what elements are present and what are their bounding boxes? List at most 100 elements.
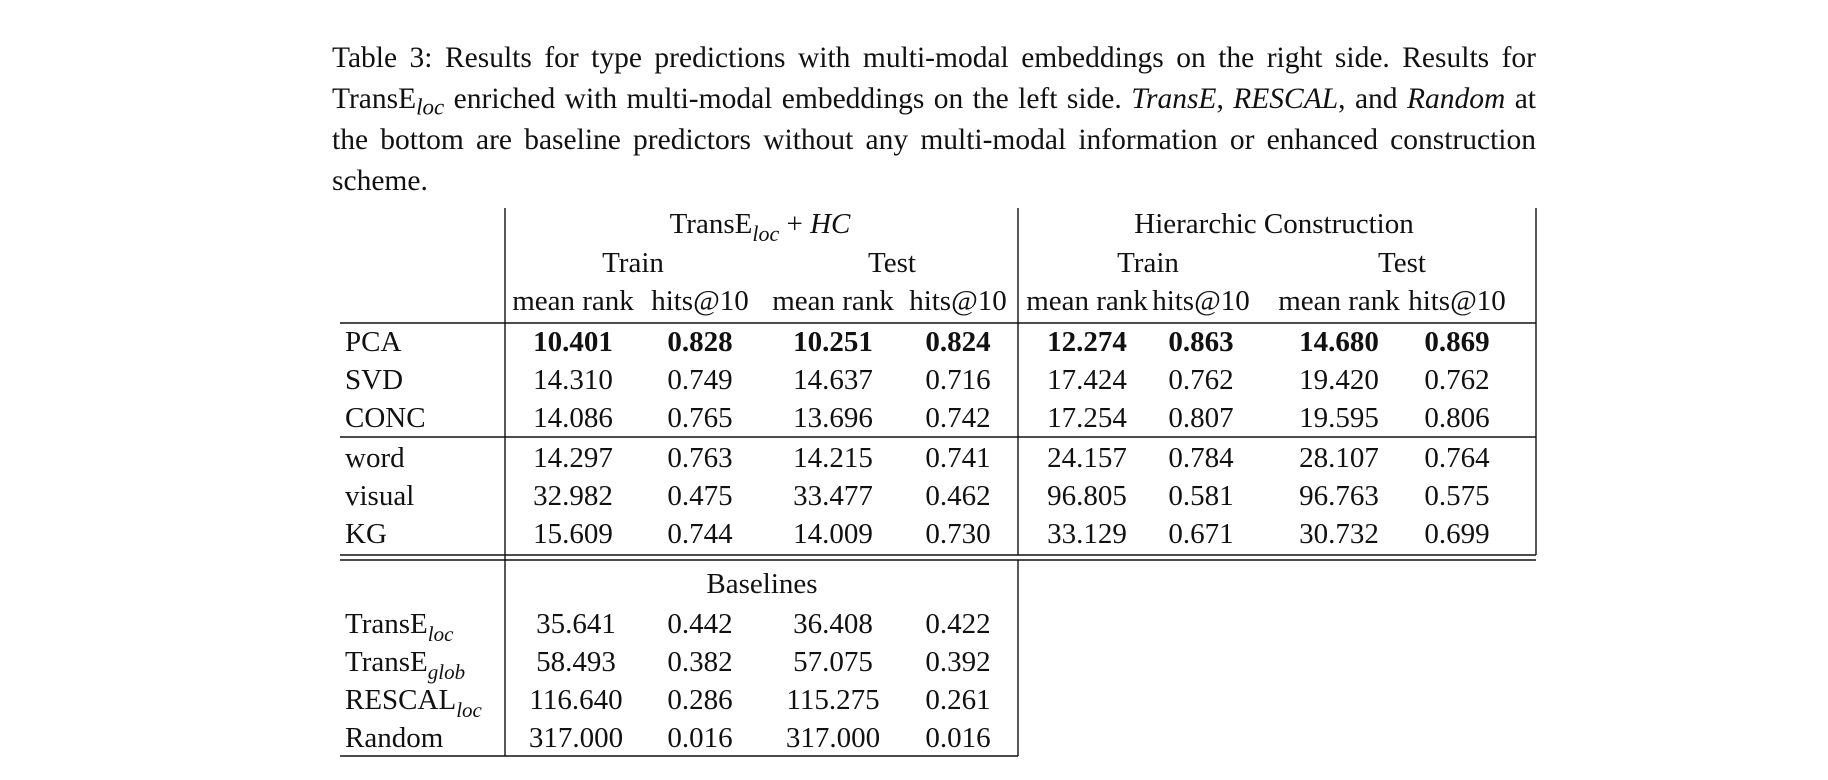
table-cell: 32.982 <box>533 480 613 512</box>
table-cell: 0.806 <box>1424 402 1489 434</box>
baseline-label-base: TransE <box>345 608 428 640</box>
baseline-label-subscript: loc <box>428 622 454 646</box>
column-header-mean-rank: mean rank <box>1026 285 1148 317</box>
row-label-conc: CONC <box>345 402 426 434</box>
row-label-pca: PCA <box>345 326 401 358</box>
baseline-label-base: TransE <box>345 646 428 678</box>
table-cell: 0.730 <box>925 518 990 550</box>
baseline-cell: 35.641 <box>536 608 616 640</box>
baseline-cell: 0.442 <box>667 608 732 640</box>
table-cell: 17.424 <box>1047 364 1127 396</box>
table-cell: 0.863 <box>1168 326 1233 358</box>
table-cell: 96.805 <box>1047 480 1127 512</box>
table-cell: 15.609 <box>533 518 613 550</box>
column-header-mean-rank: mean rank <box>772 285 894 317</box>
table-cell: 0.749 <box>667 364 732 396</box>
caption-suffix: at the bottom are baseline predictors wi… <box>332 83 1537 197</box>
group-header-hc: HC <box>809 208 851 240</box>
table-cell: 33.129 <box>1047 518 1127 550</box>
baselines-title: Baselines <box>706 568 817 600</box>
table-caption: Table 3: Results for type predictions wi… <box>332 38 1536 202</box>
baseline-label-base: Random <box>345 722 444 754</box>
caption-middle: enriched with multi-modal embeddings on … <box>444 83 1132 115</box>
baseline-row-label: TransEloc <box>345 608 454 646</box>
table-cell: 0.742 <box>925 402 990 434</box>
baseline-label-base: RESCAL <box>345 684 456 716</box>
table-cell: 10.401 <box>533 326 613 358</box>
subgroup-header-train: Train <box>1117 247 1179 279</box>
baseline-cell: 0.261 <box>925 684 990 716</box>
table-cell: 14.297 <box>533 442 613 474</box>
caption-prefix-subscript: loc <box>416 93 445 120</box>
table-cell: 0.869 <box>1424 326 1489 358</box>
table-cell: 0.671 <box>1168 518 1233 550</box>
table-cell: 28.107 <box>1299 442 1379 474</box>
baseline-cell: 0.286 <box>667 684 732 716</box>
table-cell: 14.009 <box>793 518 873 550</box>
column-header-mean-rank: mean rank <box>512 285 634 317</box>
row-label-kg: KG <box>345 518 387 550</box>
row-label-visual: visual <box>345 480 414 512</box>
caption-emphasis-transe: TransE <box>1131 83 1217 115</box>
column-header-hits-10: hits@10 <box>1408 285 1506 317</box>
table-rules <box>340 208 1537 757</box>
table-cell: 19.595 <box>1299 402 1379 434</box>
table-cell: 17.254 <box>1047 402 1127 434</box>
table-header: TransEloc + HC Hierarchic Construction <box>670 208 1415 246</box>
baseline-cell: 0.392 <box>925 646 990 678</box>
baseline-cell: 0.382 <box>667 646 732 678</box>
table-cell: 13.696 <box>793 402 873 434</box>
baseline-cell: 0.422 <box>925 608 990 640</box>
table-cell: 14.310 <box>533 364 613 396</box>
table-cell: 0.828 <box>667 326 732 358</box>
caption-emphasis-random: Random <box>1406 83 1506 115</box>
baseline-cell: 115.275 <box>786 684 879 716</box>
table-cell: 0.741 <box>925 442 990 474</box>
table-cell: 0.575 <box>1424 480 1489 512</box>
column-header-mean-rank: mean rank <box>1278 285 1400 317</box>
baseline-cell: 0.016 <box>667 722 732 754</box>
table-cell: 0.581 <box>1168 480 1233 512</box>
caption-separator: , <box>1216 83 1234 115</box>
table-cell: 10.251 <box>793 326 873 358</box>
baseline-cell: 36.408 <box>793 608 873 640</box>
table-cell: 19.420 <box>1299 364 1379 396</box>
table-cell: 0.716 <box>925 364 990 396</box>
table-cell: 0.784 <box>1168 442 1234 474</box>
row-label-word: word <box>345 442 405 474</box>
subgroup-header-train: Train <box>602 247 664 279</box>
table-cell: 0.699 <box>1424 518 1489 550</box>
baseline-cell: 0.016 <box>925 722 990 754</box>
group-header-plus: + <box>779 208 810 240</box>
subgroup-header-test: Test <box>868 247 916 279</box>
baseline-cell: 57.075 <box>793 646 873 678</box>
column-header-hits-10: hits@10 <box>651 285 749 317</box>
group-header-subscript: loc <box>752 221 779 246</box>
group-header-base: TransE <box>670 208 753 240</box>
table-cell: 30.732 <box>1299 518 1379 550</box>
table-cell: 0.824 <box>925 326 990 358</box>
caption-emphasis-rescal: RESCAL <box>1233 83 1339 115</box>
caption-separator: , and <box>1338 83 1407 115</box>
table-cell: 0.744 <box>667 518 733 550</box>
table-cell: 14.680 <box>1299 326 1379 358</box>
baseline-cell: 317.000 <box>786 722 880 754</box>
table-cell: 0.462 <box>925 480 990 512</box>
table-cell: 0.475 <box>667 480 732 512</box>
baseline-cell: 317.000 <box>529 722 623 754</box>
table-cell: 33.477 <box>793 480 873 512</box>
table-cell: 0.807 <box>1168 402 1233 434</box>
table-cell: 14.637 <box>793 364 873 396</box>
baseline-row-label: RESCALloc <box>345 684 483 722</box>
table-cell: 0.765 <box>667 402 732 434</box>
table-cell: 14.215 <box>793 442 873 474</box>
table-cell: 24.157 <box>1047 442 1127 474</box>
column-header-hits-10: hits@10 <box>1152 285 1250 317</box>
group-header-transe-hc: TransEloc + HC <box>670 208 851 246</box>
baseline-row-label: Random <box>345 722 444 754</box>
subgroup-header-test: Test <box>1378 247 1426 279</box>
caption-prefix: Table 3: Results for type predictions wi… <box>332 42 1536 115</box>
column-header-hits-10: hits@10 <box>909 285 1007 317</box>
